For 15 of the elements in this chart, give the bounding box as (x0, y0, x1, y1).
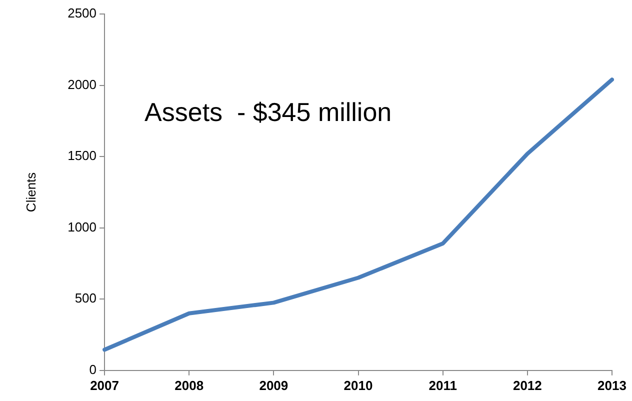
annotation: Assets - $345 million (144, 97, 392, 128)
x-tick-label: 2008 (174, 378, 204, 393)
x-tick-label: 2009 (259, 378, 288, 393)
x-tick-label: 2013 (598, 378, 626, 393)
y-axis-title: Clients (23, 172, 38, 212)
y-tick-label: 0 (89, 362, 97, 377)
y-tick-label: 1500 (68, 148, 97, 164)
x-tick-label: 2011 (428, 378, 457, 393)
y-tick-label: 1000 (68, 219, 97, 234)
y-tick-label: 2500 (68, 6, 97, 21)
y-tick-label: 500 (74, 290, 97, 306)
x-tick-label: 2012 (512, 378, 542, 393)
x-tick-label: 2007 (90, 378, 119, 393)
y-tick-label: 2000 (68, 76, 97, 92)
x-tick-label: 2010 (344, 378, 373, 393)
